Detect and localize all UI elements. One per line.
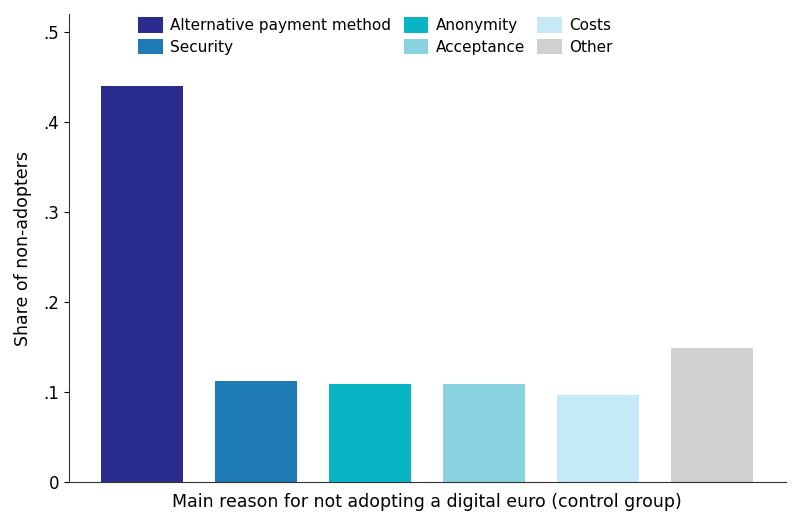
Bar [215,381,298,482]
Y-axis label: Share of non-adopters: Share of non-adopters [14,151,32,345]
Legend: Alternative payment method, Security, Anonymity, Acceptance, Costs, Other: Alternative payment method, Security, An… [134,13,618,59]
Bar [671,348,754,482]
Bar [330,384,411,482]
X-axis label: Main reason for not adopting a digital euro (control group): Main reason for not adopting a digital e… [173,493,682,511]
Bar [102,86,183,482]
Bar [558,395,639,482]
Bar [443,384,526,482]
